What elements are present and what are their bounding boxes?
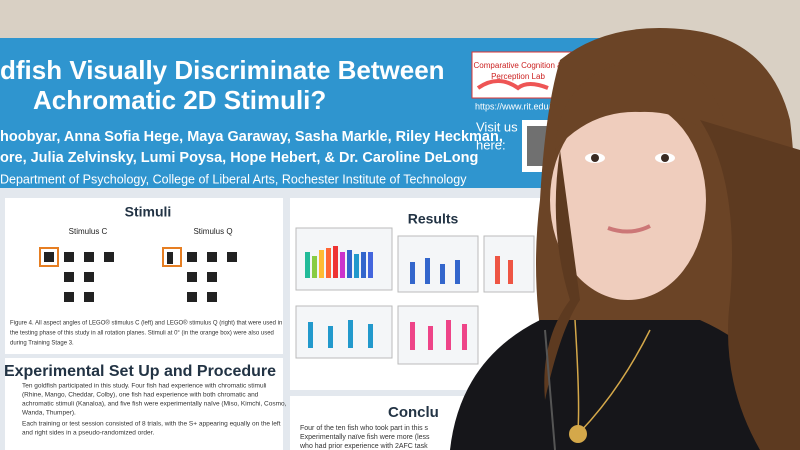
stimulus-label: Stimulus C bbox=[69, 227, 108, 236]
section-heading: Results bbox=[408, 211, 459, 227]
caption: during Training Stage 3. bbox=[10, 341, 74, 347]
stimulus-grid bbox=[39, 247, 237, 302]
lab-name: Comparative Cognition & bbox=[474, 61, 564, 70]
visit: here: bbox=[476, 137, 506, 152]
lab-name: Perception Lab bbox=[491, 72, 545, 81]
url: https://www.rit.edu/d bbox=[475, 101, 556, 111]
stimuli-panel bbox=[5, 198, 283, 354]
bullet-text: (Rhine, Mango, Cheddar, Colby), one fish… bbox=[22, 392, 259, 399]
conclusion-panel bbox=[290, 396, 470, 450]
visit: Visit us bbox=[476, 119, 518, 134]
bullet-text: Each training or test session consisted … bbox=[22, 421, 281, 428]
section-heading: Conclu bbox=[388, 404, 439, 421]
authors: hoobyar, Anna Sofia Hege, Maya Garaway, … bbox=[0, 129, 503, 145]
conclusion-text: Four of the ten fish who took part in th… bbox=[300, 425, 429, 432]
section-heading: Experimental Set Up and Procedure bbox=[4, 363, 276, 380]
bullet-text: achromatic stimuli (Kanaloa), and five f… bbox=[22, 401, 287, 408]
conclusion-text: Experimentally naïve fish were more (les… bbox=[300, 434, 430, 441]
bullet-text: Wanda, Thumper). bbox=[22, 410, 76, 417]
section-heading: Stimuli bbox=[125, 204, 172, 220]
department: Department of Psychology, College of Lib… bbox=[0, 172, 467, 186]
procedure-panel bbox=[5, 358, 283, 450]
authors: ore, Julia Zelvinsky, Lumi Poysa, Hope H… bbox=[0, 150, 478, 166]
bullet-text: and right sides in a pseudo-randomized o… bbox=[22, 430, 154, 437]
conclusion-text: who had prior experience with 2AFC task bbox=[299, 443, 428, 450]
person bbox=[450, 28, 800, 450]
stimulus-label: Stimulus Q bbox=[193, 227, 232, 236]
bullet-text: Ten goldfish participated in this study.… bbox=[22, 383, 266, 390]
caption: Figure 4. All aspect angles of LEGO® sti… bbox=[10, 320, 282, 327]
logo-fish bbox=[476, 79, 549, 91]
title: Achromatic 2D Stimuli? bbox=[33, 85, 326, 115]
caption: the testing phase of this study in all r… bbox=[10, 331, 274, 337]
result-thumbnails bbox=[295, 227, 535, 365]
title: dfish Visually Discriminate Between bbox=[0, 55, 445, 85]
